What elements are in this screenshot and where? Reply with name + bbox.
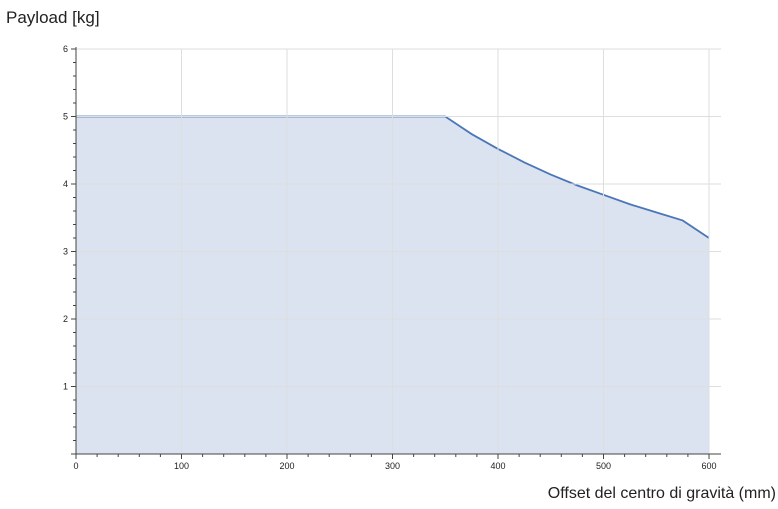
y-tick-label: 6 (63, 44, 68, 54)
x-tick-label: 500 (596, 461, 611, 471)
series-line (76, 115, 710, 239)
tick-labels: 0 100 200 300 400 500 600 1 2 3 4 5 6 (63, 44, 717, 471)
x-axis-label: Offset del centro di gravità (mm) (547, 485, 776, 502)
x-tick-label: 600 (701, 461, 716, 471)
x-tick-label: 0 (73, 461, 78, 471)
y-tick-label: 4 (63, 179, 68, 189)
grid (76, 48, 721, 454)
x-tick-label: 100 (174, 461, 189, 471)
y-tick-label: 5 (63, 112, 68, 122)
y-axis-label: Payload [kg] (6, 8, 100, 27)
x-tick-label: 300 (385, 461, 400, 471)
y-tick-label: 3 (63, 247, 68, 257)
y-tick-label: 2 (63, 314, 68, 324)
x-tick-label: 200 (279, 461, 294, 471)
y-tick-label: 1 (63, 382, 68, 392)
axes (71, 47, 721, 459)
x-tick-label: 400 (490, 461, 505, 471)
